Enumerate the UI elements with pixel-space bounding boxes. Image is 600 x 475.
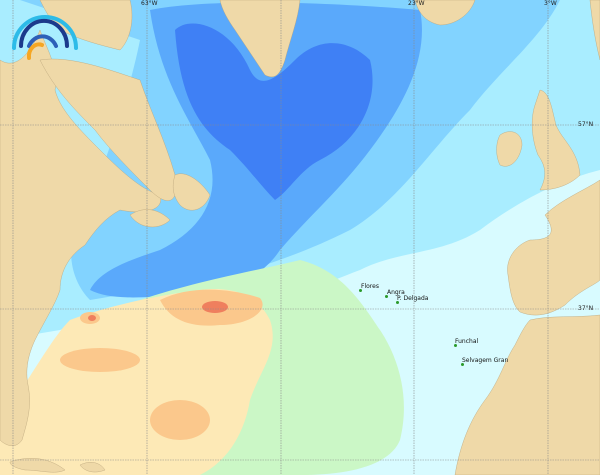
- land-cuba: [9, 458, 66, 473]
- place-marker: [454, 344, 457, 347]
- field-band-red: [88, 315, 96, 321]
- place-angra[interactable]: Angra: [387, 289, 405, 296]
- place-flores[interactable]: Flores: [361, 283, 379, 290]
- land-nova-scotia: [129, 209, 171, 228]
- field-band-red: [202, 301, 228, 313]
- place-funchal[interactable]: Funchal: [455, 338, 479, 345]
- field-band-deep-blue: [175, 23, 373, 201]
- place-marker: [359, 289, 362, 292]
- land-britain: [531, 89, 581, 191]
- label-lon-23w: 23°W: [408, 0, 425, 7]
- label-lon-3w: 3°W: [544, 0, 557, 7]
- label-lat-37n: 37°N: [578, 305, 594, 312]
- place-selvagem-gran[interactable]: Selvagem Gran: [462, 357, 509, 364]
- label-lat-57n: 57°N: [578, 121, 594, 128]
- place-marker: [385, 295, 388, 298]
- land-scandinavia: [589, 0, 600, 61]
- land-greenland: [219, 0, 301, 78]
- land-labrador: [39, 58, 177, 201]
- rainbow-arcs-logo: [12, 15, 78, 60]
- land-africa: [454, 314, 600, 475]
- place-marker: [396, 301, 399, 304]
- land-europe: [507, 179, 600, 316]
- place-p-delgada[interactable]: P. Delgada: [397, 295, 429, 302]
- place-marker: [461, 363, 464, 366]
- label-lon-63w: 63°W: [141, 0, 158, 7]
- field-band-orange: [150, 400, 210, 440]
- land-newfoundland: [172, 173, 211, 211]
- land-hispaniola: [79, 462, 106, 473]
- land-ireland: [496, 131, 523, 167]
- land-iceland: [414, 0, 476, 26]
- field-band-orange: [60, 348, 140, 372]
